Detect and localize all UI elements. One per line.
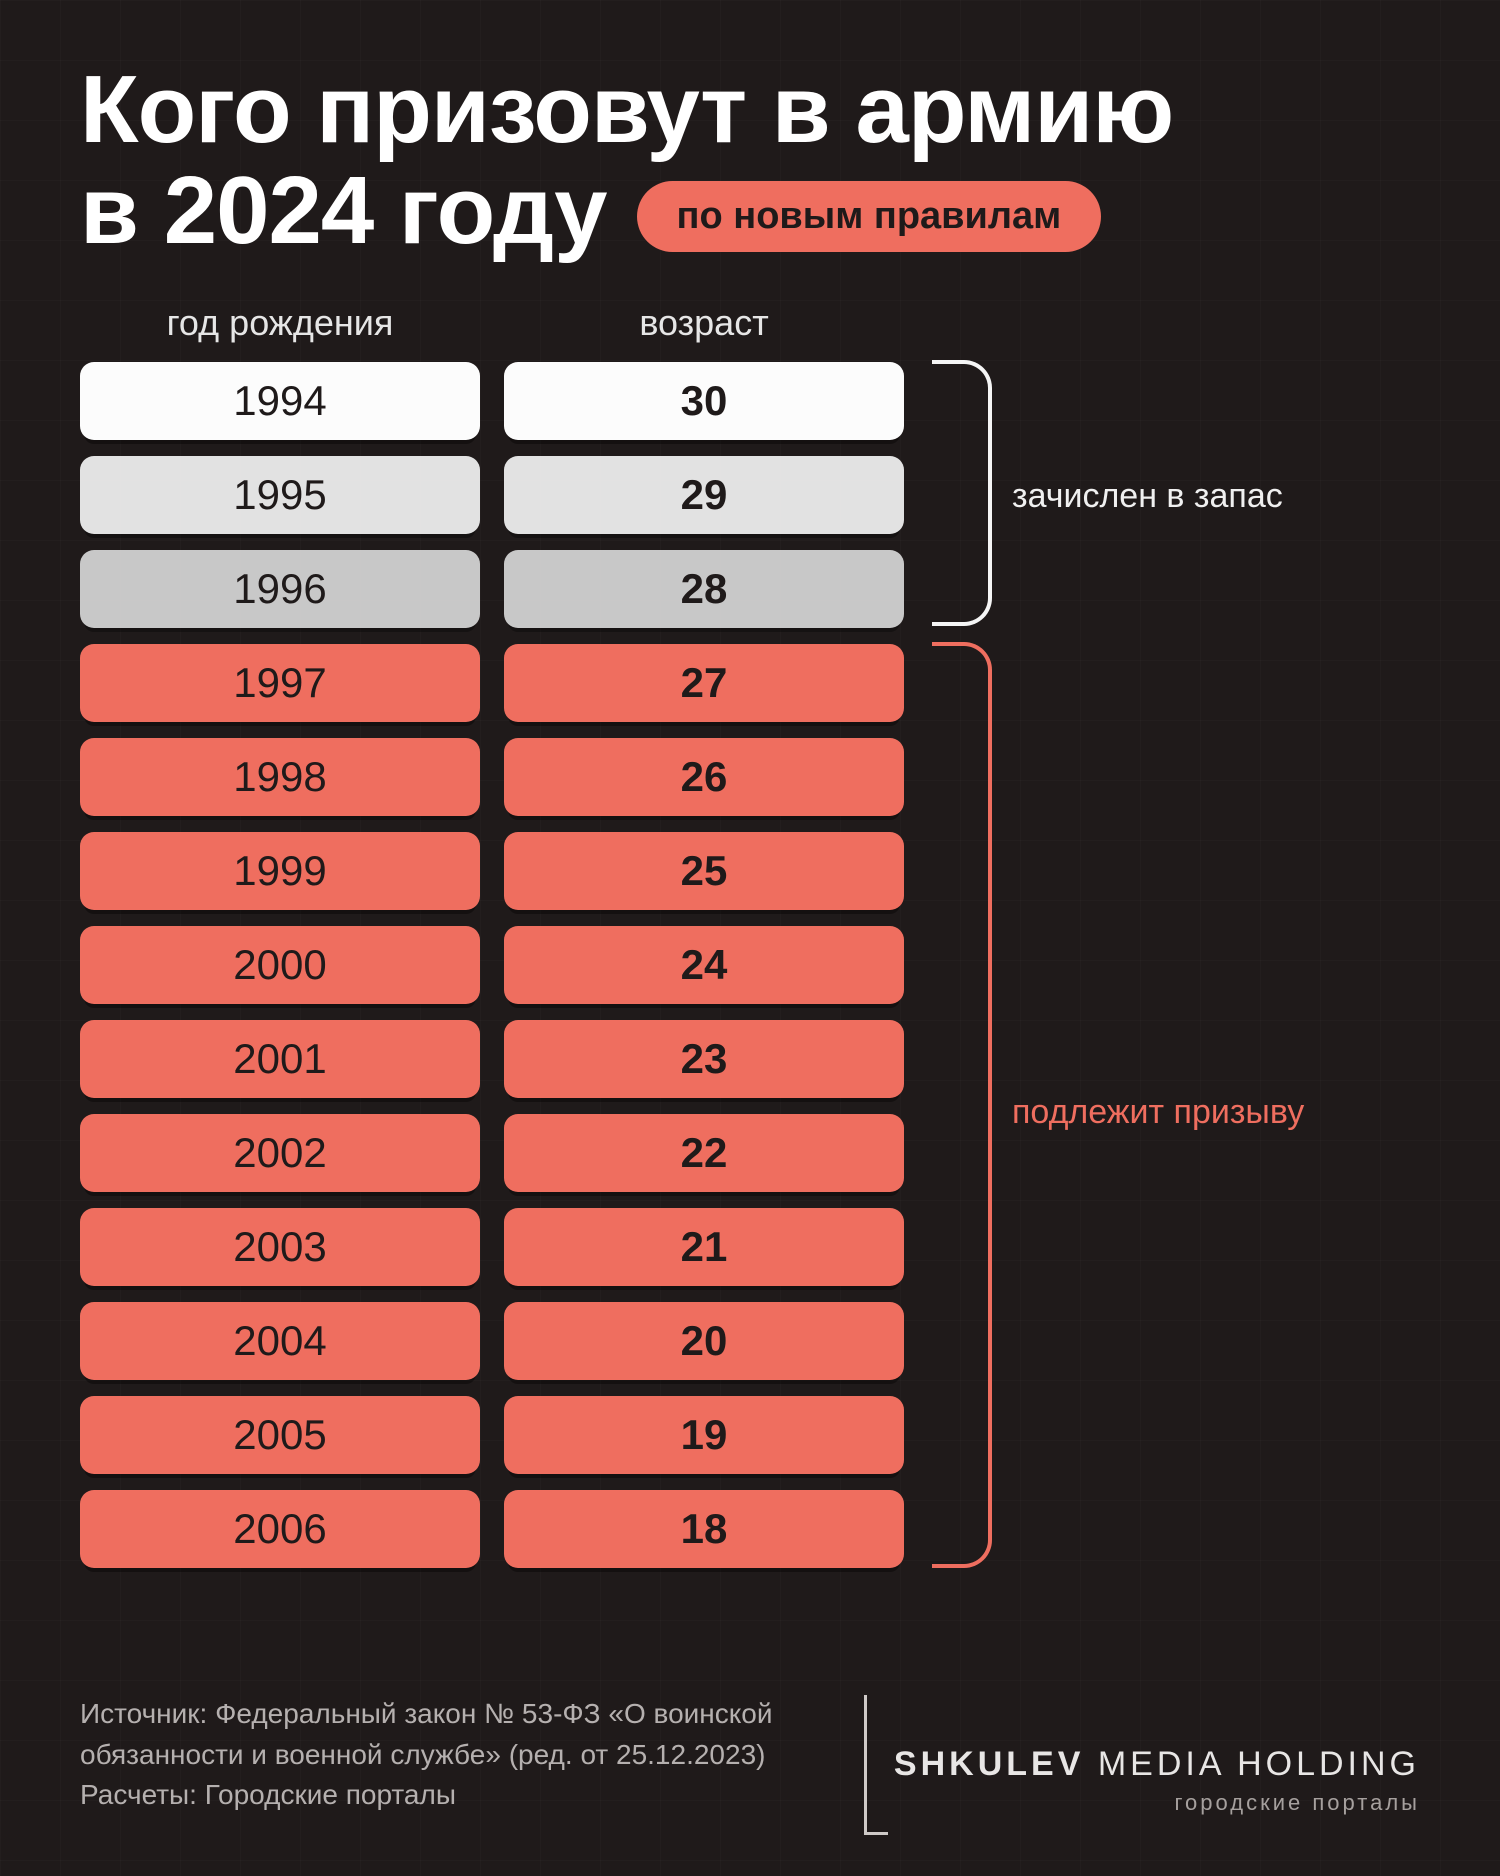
table-row-year: 2002 <box>80 1114 480 1192</box>
source-line: Расчеты: Городские порталы <box>80 1775 773 1816</box>
table-row-year: 2003 <box>80 1208 480 1286</box>
logo-brand: SHKULEV MEDIA HOLDING <box>894 1745 1420 1784</box>
label-reserve: зачислен в запас <box>1012 476 1283 517</box>
table-row-age: 22 <box>504 1114 904 1192</box>
rules-badge: по новым правилам <box>637 181 1102 252</box>
logo-brand-bold: SHKULEV <box>894 1745 1084 1783</box>
table-row-age: 23 <box>504 1020 904 1098</box>
table-row-year: 1995 <box>80 456 480 534</box>
bracket-reserve <box>932 360 992 626</box>
table-row-age: 25 <box>504 832 904 910</box>
title-line2: в 2024 году <box>80 161 607 262</box>
table-row-year: 2001 <box>80 1020 480 1098</box>
source-line: обязанности и военной службе» (ред. от 2… <box>80 1735 773 1776</box>
table-row-year: 1997 <box>80 644 480 722</box>
footer: Источник: Федеральный закон № 53-ФЗ «О в… <box>80 1694 1420 1816</box>
logo-subtitle: городские порталы <box>894 1790 1420 1816</box>
table-row-year: 2004 <box>80 1302 480 1380</box>
source-text: Источник: Федеральный закон № 53-ФЗ «О в… <box>80 1694 773 1816</box>
title-block: Кого призовут в армию в 2024 году по нов… <box>80 60 1420 262</box>
publisher-logo: SHKULEV MEDIA HOLDING городские порталы <box>864 1745 1420 1816</box>
table-row-age: 18 <box>504 1490 904 1568</box>
data-table: год рождения 1994 1995 1996 1997 1998 1999 200… <box>80 302 1420 1584</box>
label-draft: подлежит призыву <box>1012 1092 1304 1133</box>
table-row-year: 1996 <box>80 550 480 628</box>
table-row-age: 24 <box>504 926 904 1004</box>
year-header: год рождения <box>80 302 480 344</box>
table-row-age: 30 <box>504 362 904 440</box>
table-row-year: 1994 <box>80 362 480 440</box>
year-column: год рождения 1994 1995 1996 1997 1998 1999 200… <box>80 302 480 1584</box>
bracket-draft <box>932 642 992 1568</box>
age-column: возраст 30 29 28 27 26 25 24 23 22 21 20 19 18 <box>504 302 904 1584</box>
table-row-year: 1999 <box>80 832 480 910</box>
age-header: возраст <box>504 302 904 344</box>
table-row-age: 21 <box>504 1208 904 1286</box>
table-row-age: 20 <box>504 1302 904 1380</box>
table-row-age: 29 <box>504 456 904 534</box>
table-row-year: 2006 <box>80 1490 480 1568</box>
source-line: Источник: Федеральный закон № 53-ФЗ «О в… <box>80 1694 773 1735</box>
table-row-age: 27 <box>504 644 904 722</box>
table-row-age: 26 <box>504 738 904 816</box>
table-row-age: 28 <box>504 550 904 628</box>
table-row-year: 1998 <box>80 738 480 816</box>
table-row-age: 19 <box>504 1396 904 1474</box>
table-row-year: 2000 <box>80 926 480 1004</box>
logo-brand-rest: MEDIA HOLDING <box>1084 1745 1420 1783</box>
title-line1: Кого призовут в армию <box>80 60 1420 161</box>
table-row-year: 2005 <box>80 1396 480 1474</box>
logo-corner-icon <box>864 1695 888 1835</box>
